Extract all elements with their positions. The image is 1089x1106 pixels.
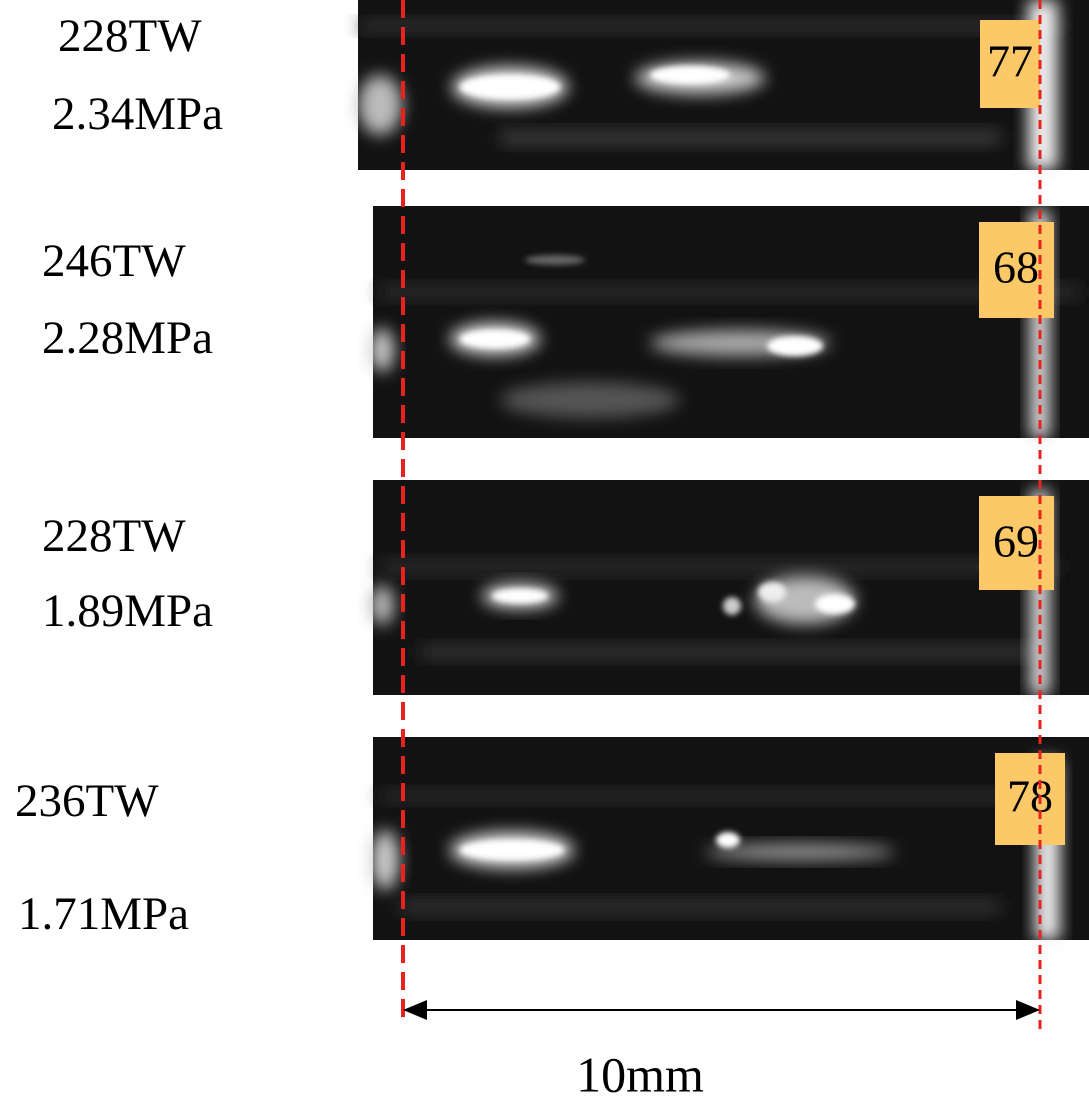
image	[373, 480, 1089, 695]
power-label: 228TW	[42, 510, 186, 562]
power-label: 236TW	[15, 775, 159, 827]
pressure-label: 2.28MPa	[42, 312, 213, 364]
pressure-label: 2.34MPa	[52, 88, 223, 140]
shot-label: 78	[1007, 771, 1053, 822]
panel-1: 228TW 2.34MPa 77	[52, 0, 1089, 170]
shot-box	[980, 20, 1040, 108]
scale-label: 10mm	[576, 1046, 704, 1102]
shot-label: 68	[993, 242, 1039, 293]
shot-label: 69	[993, 516, 1039, 567]
shot-box	[995, 753, 1065, 845]
plasma-features	[358, 0, 1060, 170]
panel-3: 228TW 1.89MPa 69	[42, 480, 1089, 695]
image	[373, 206, 1089, 438]
panel-2: 246TW 2.28MPa 68	[42, 206, 1089, 438]
shot-label: 77	[987, 36, 1033, 87]
pressure-label: 1.89MPa	[42, 585, 213, 637]
power-label: 228TW	[58, 10, 202, 62]
pressure-label: 1.71MPa	[18, 888, 189, 940]
power-label: 246TW	[42, 235, 186, 287]
panel-4: 236TW 1.71MPa 78	[15, 737, 1089, 940]
plasma-features	[371, 760, 1060, 940]
